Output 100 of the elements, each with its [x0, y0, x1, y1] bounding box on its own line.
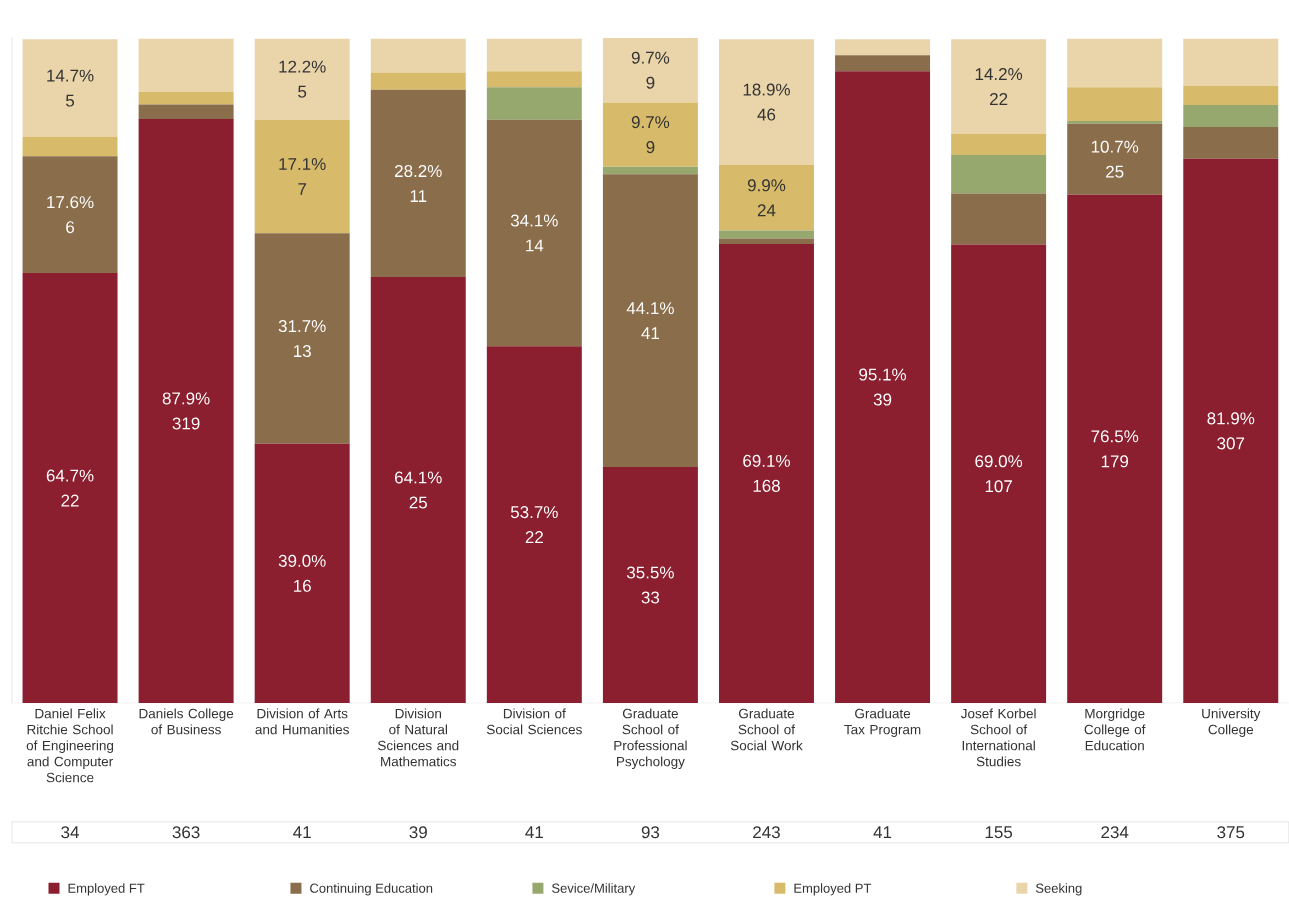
- legend-label: Seeking: [1035, 883, 1082, 896]
- text: 155: [985, 826, 1013, 839]
- text: 39: [409, 826, 427, 839]
- bar: [718, 164, 814, 231]
- bar: [1183, 38, 1279, 86]
- text: 234: [1101, 826, 1129, 839]
- bar: [254, 233, 350, 444]
- bar: [718, 243, 814, 703]
- bar: [835, 39, 931, 56]
- bar: [602, 102, 698, 167]
- data-label: 87.9% 319: [162, 392, 210, 430]
- bar: [1067, 87, 1163, 122]
- legend-label: Continuing Education: [310, 883, 433, 896]
- bar: [1067, 121, 1163, 124]
- data-label: 81.9% 307: [1207, 412, 1255, 450]
- text: 41: [293, 826, 311, 839]
- bar: [718, 238, 814, 244]
- bar: [370, 89, 466, 278]
- x-tick-label: Graduate School of Professional Psychology: [614, 708, 687, 770]
- bar: [602, 174, 698, 468]
- x-tick-label: Graduate Tax Program: [844, 708, 921, 738]
- bar: [254, 38, 350, 120]
- data-label: 17.6% 6: [47, 196, 94, 234]
- bar: [1183, 127, 1279, 159]
- legend-label: Employed FT: [68, 883, 145, 896]
- data-label: 69.0% 107: [975, 455, 1023, 493]
- data-label: 17.1% 7: [279, 158, 326, 195]
- bar: [254, 119, 350, 234]
- data-label: 10.7% 25: [1091, 140, 1139, 178]
- data-label: 18.9% 46: [743, 83, 790, 121]
- text: 93: [641, 826, 660, 839]
- bar: [602, 467, 698, 703]
- data-label: 31.7% 13: [278, 320, 326, 358]
- data-label: 95.1% 39: [859, 368, 907, 406]
- text: 375: [1217, 826, 1245, 839]
- bar: [486, 346, 582, 703]
- data-label: 9.9% 24: [747, 179, 786, 217]
- data-label: 44.1% 41: [626, 302, 674, 340]
- bar: [22, 39, 118, 138]
- bar: [138, 119, 234, 703]
- text: 41: [873, 826, 892, 839]
- bar: [138, 104, 234, 120]
- bar: [1183, 105, 1279, 128]
- bar: [486, 71, 582, 88]
- bar: [370, 277, 466, 703]
- x-tick-label: Division of Arts and Humanities: [255, 708, 349, 735]
- x-tick-label: University College: [1202, 708, 1261, 738]
- data-label: 64.7% 22: [46, 469, 94, 507]
- bar: [951, 133, 1047, 155]
- data-label: 69.1% 168: [743, 454, 790, 492]
- data-label: 14.2% 22: [975, 68, 1023, 105]
- data-label: 64.1% 25: [395, 471, 442, 509]
- bar: [138, 91, 234, 105]
- text: 363: [172, 826, 200, 839]
- bar: [138, 38, 234, 92]
- x-tick-label: Division of Natural Sciences and Mathematics: [377, 708, 459, 767]
- bar: [486, 38, 582, 72]
- bar: [602, 38, 698, 103]
- text: 41: [525, 826, 543, 839]
- bar: [370, 38, 466, 73]
- bar: [1067, 123, 1163, 195]
- data-label: 39.0% 16: [278, 554, 326, 592]
- bar: [22, 273, 118, 703]
- bar: [486, 87, 582, 120]
- bar: [835, 71, 931, 703]
- bar: [951, 39, 1047, 134]
- data-label: 9.7% 9: [631, 116, 670, 154]
- x-tick-label: Josef Korbel School of International Studies: [960, 708, 1036, 767]
- bar: [951, 154, 1047, 194]
- bar: [835, 55, 931, 72]
- text: 243: [753, 826, 780, 839]
- bar: [254, 443, 350, 703]
- bar: [602, 166, 698, 175]
- legend-label: Employed PT: [794, 883, 872, 896]
- bar: [718, 230, 814, 239]
- bar: [1183, 158, 1279, 703]
- bar: [22, 137, 118, 157]
- x-tick-label: Morgridge College of Education: [1084, 708, 1146, 751]
- x-tick-label: Graduate School of Social Work: [730, 708, 803, 751]
- bar: [1067, 38, 1163, 88]
- bar: [22, 156, 118, 274]
- data-label: 9.7% 9: [631, 51, 670, 89]
- bar: [370, 72, 466, 90]
- text: 34: [61, 826, 79, 839]
- x-tick-label: Division of Social Sciences: [486, 708, 582, 735]
- x-tick-label: Daniels College of Business: [139, 708, 234, 735]
- x-tick-label: Daniel Felix Ritchie School of Engineering and Computer Science: [26, 708, 114, 783]
- data-label: 53.7% 22: [510, 506, 558, 544]
- bar: [486, 119, 582, 347]
- data-label: 35.5% 33: [626, 566, 674, 604]
- bar: [1183, 85, 1279, 106]
- data-label: 14.7% 5: [47, 69, 94, 107]
- data-label: 76.5% 179: [1091, 430, 1139, 468]
- bar: [951, 193, 1047, 245]
- data-label: 34.1% 14: [510, 214, 558, 252]
- bar: [718, 39, 814, 165]
- data-label: 12.2% 5: [279, 60, 326, 98]
- bar: [1067, 194, 1163, 703]
- bar: [951, 244, 1047, 703]
- legend-label: Sevice/Military: [552, 883, 636, 896]
